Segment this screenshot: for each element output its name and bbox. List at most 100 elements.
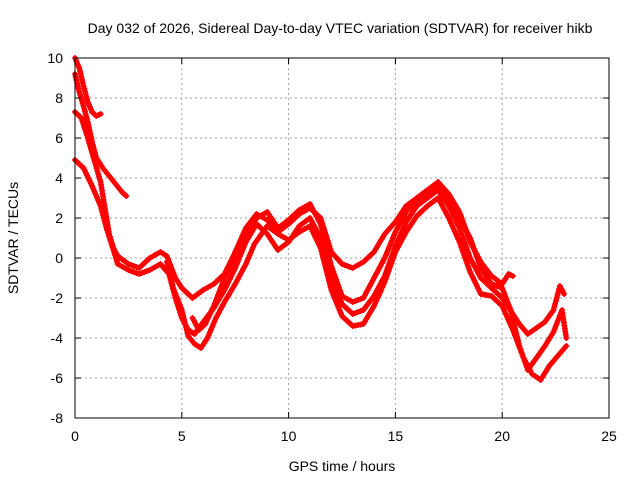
data-point	[499, 285, 506, 291]
data-point	[331, 295, 338, 302]
data-point	[216, 289, 223, 295]
data-point	[113, 255, 119, 262]
series-track-4	[72, 157, 568, 337]
data-point	[90, 185, 97, 192]
data-point	[80, 83, 87, 89]
data-point	[320, 257, 327, 263]
data-point	[336, 284, 343, 291]
data-point	[125, 267, 132, 273]
data-point	[113, 258, 120, 265]
data-point	[249, 246, 255, 253]
data-point	[97, 203, 104, 209]
data-point	[81, 85, 88, 92]
y-axis-label: SDTVAR / TECUs	[5, 182, 21, 294]
data-point	[82, 91, 89, 97]
data-point	[311, 231, 317, 238]
data-point	[512, 328, 519, 334]
data-point	[100, 215, 107, 221]
data-point	[102, 221, 109, 227]
data-point	[183, 327, 190, 334]
data-point	[219, 280, 226, 287]
data-point	[247, 249, 254, 256]
data-point	[391, 231, 398, 238]
data-point	[88, 148, 95, 155]
data-point	[318, 224, 325, 230]
data-point	[378, 287, 385, 293]
data-point	[514, 337, 521, 343]
data-point	[112, 252, 119, 259]
data-point	[82, 111, 89, 117]
data-point	[174, 296, 181, 302]
data-point	[82, 108, 88, 115]
y-tick-label: -6	[51, 370, 64, 386]
data-point	[103, 224, 110, 230]
data-point	[84, 135, 91, 141]
data-point	[550, 329, 557, 335]
data-point	[338, 290, 344, 297]
data-point	[184, 330, 191, 337]
data-point	[211, 300, 218, 307]
data-point	[384, 249, 391, 256]
data-point	[355, 309, 361, 315]
data-point	[432, 186, 439, 192]
data-point	[472, 248, 478, 255]
data-point	[232, 265, 239, 271]
data-point	[517, 346, 524, 352]
data-point	[230, 267, 237, 274]
data-point	[79, 100, 86, 107]
data-point	[74, 83, 81, 89]
data-point	[80, 103, 87, 109]
data-point	[550, 307, 557, 313]
axis-ticks	[74, 57, 610, 419]
data-point	[344, 263, 351, 269]
data-point	[383, 273, 390, 280]
data-point	[107, 238, 114, 245]
data-point	[83, 93, 90, 100]
data-point	[111, 249, 118, 256]
data-point	[92, 159, 98, 166]
data-point	[504, 298, 511, 305]
data-point	[385, 268, 392, 275]
data-point	[470, 243, 477, 250]
data-point	[250, 243, 257, 250]
data-point	[89, 151, 96, 158]
data-point	[89, 183, 96, 189]
data-point	[516, 343, 523, 349]
data-point	[330, 292, 337, 299]
y-tick-label: -8	[51, 410, 64, 426]
data-point	[172, 290, 179, 297]
data-point	[108, 241, 115, 248]
data-point	[337, 310, 344, 317]
data-point	[104, 227, 110, 233]
data-point	[551, 326, 558, 333]
data-point	[555, 289, 562, 295]
data-point	[125, 261, 132, 267]
data-point	[80, 120, 87, 127]
data-point	[448, 220, 455, 227]
x-tick-label: 5	[178, 428, 186, 444]
data-point	[316, 242, 323, 249]
data-point	[204, 335, 211, 341]
data-point	[130, 263, 137, 269]
data-point	[307, 223, 313, 229]
data-point	[355, 297, 361, 303]
data-point	[78, 115, 85, 121]
data-point	[87, 143, 94, 150]
data-point	[323, 269, 330, 275]
data-point	[554, 292, 561, 298]
y-tick-label: -2	[51, 290, 64, 306]
data-point	[79, 80, 86, 86]
data-point	[97, 111, 104, 117]
data-point	[168, 279, 175, 286]
data-point	[357, 308, 364, 314]
data-point	[96, 176, 103, 183]
data-point	[315, 239, 321, 246]
data-point	[308, 225, 315, 232]
data-point	[233, 262, 240, 269]
data-point	[333, 276, 340, 283]
data-point	[205, 332, 212, 339]
data-point	[136, 271, 143, 277]
data-point	[95, 170, 102, 177]
data-point	[173, 293, 180, 300]
